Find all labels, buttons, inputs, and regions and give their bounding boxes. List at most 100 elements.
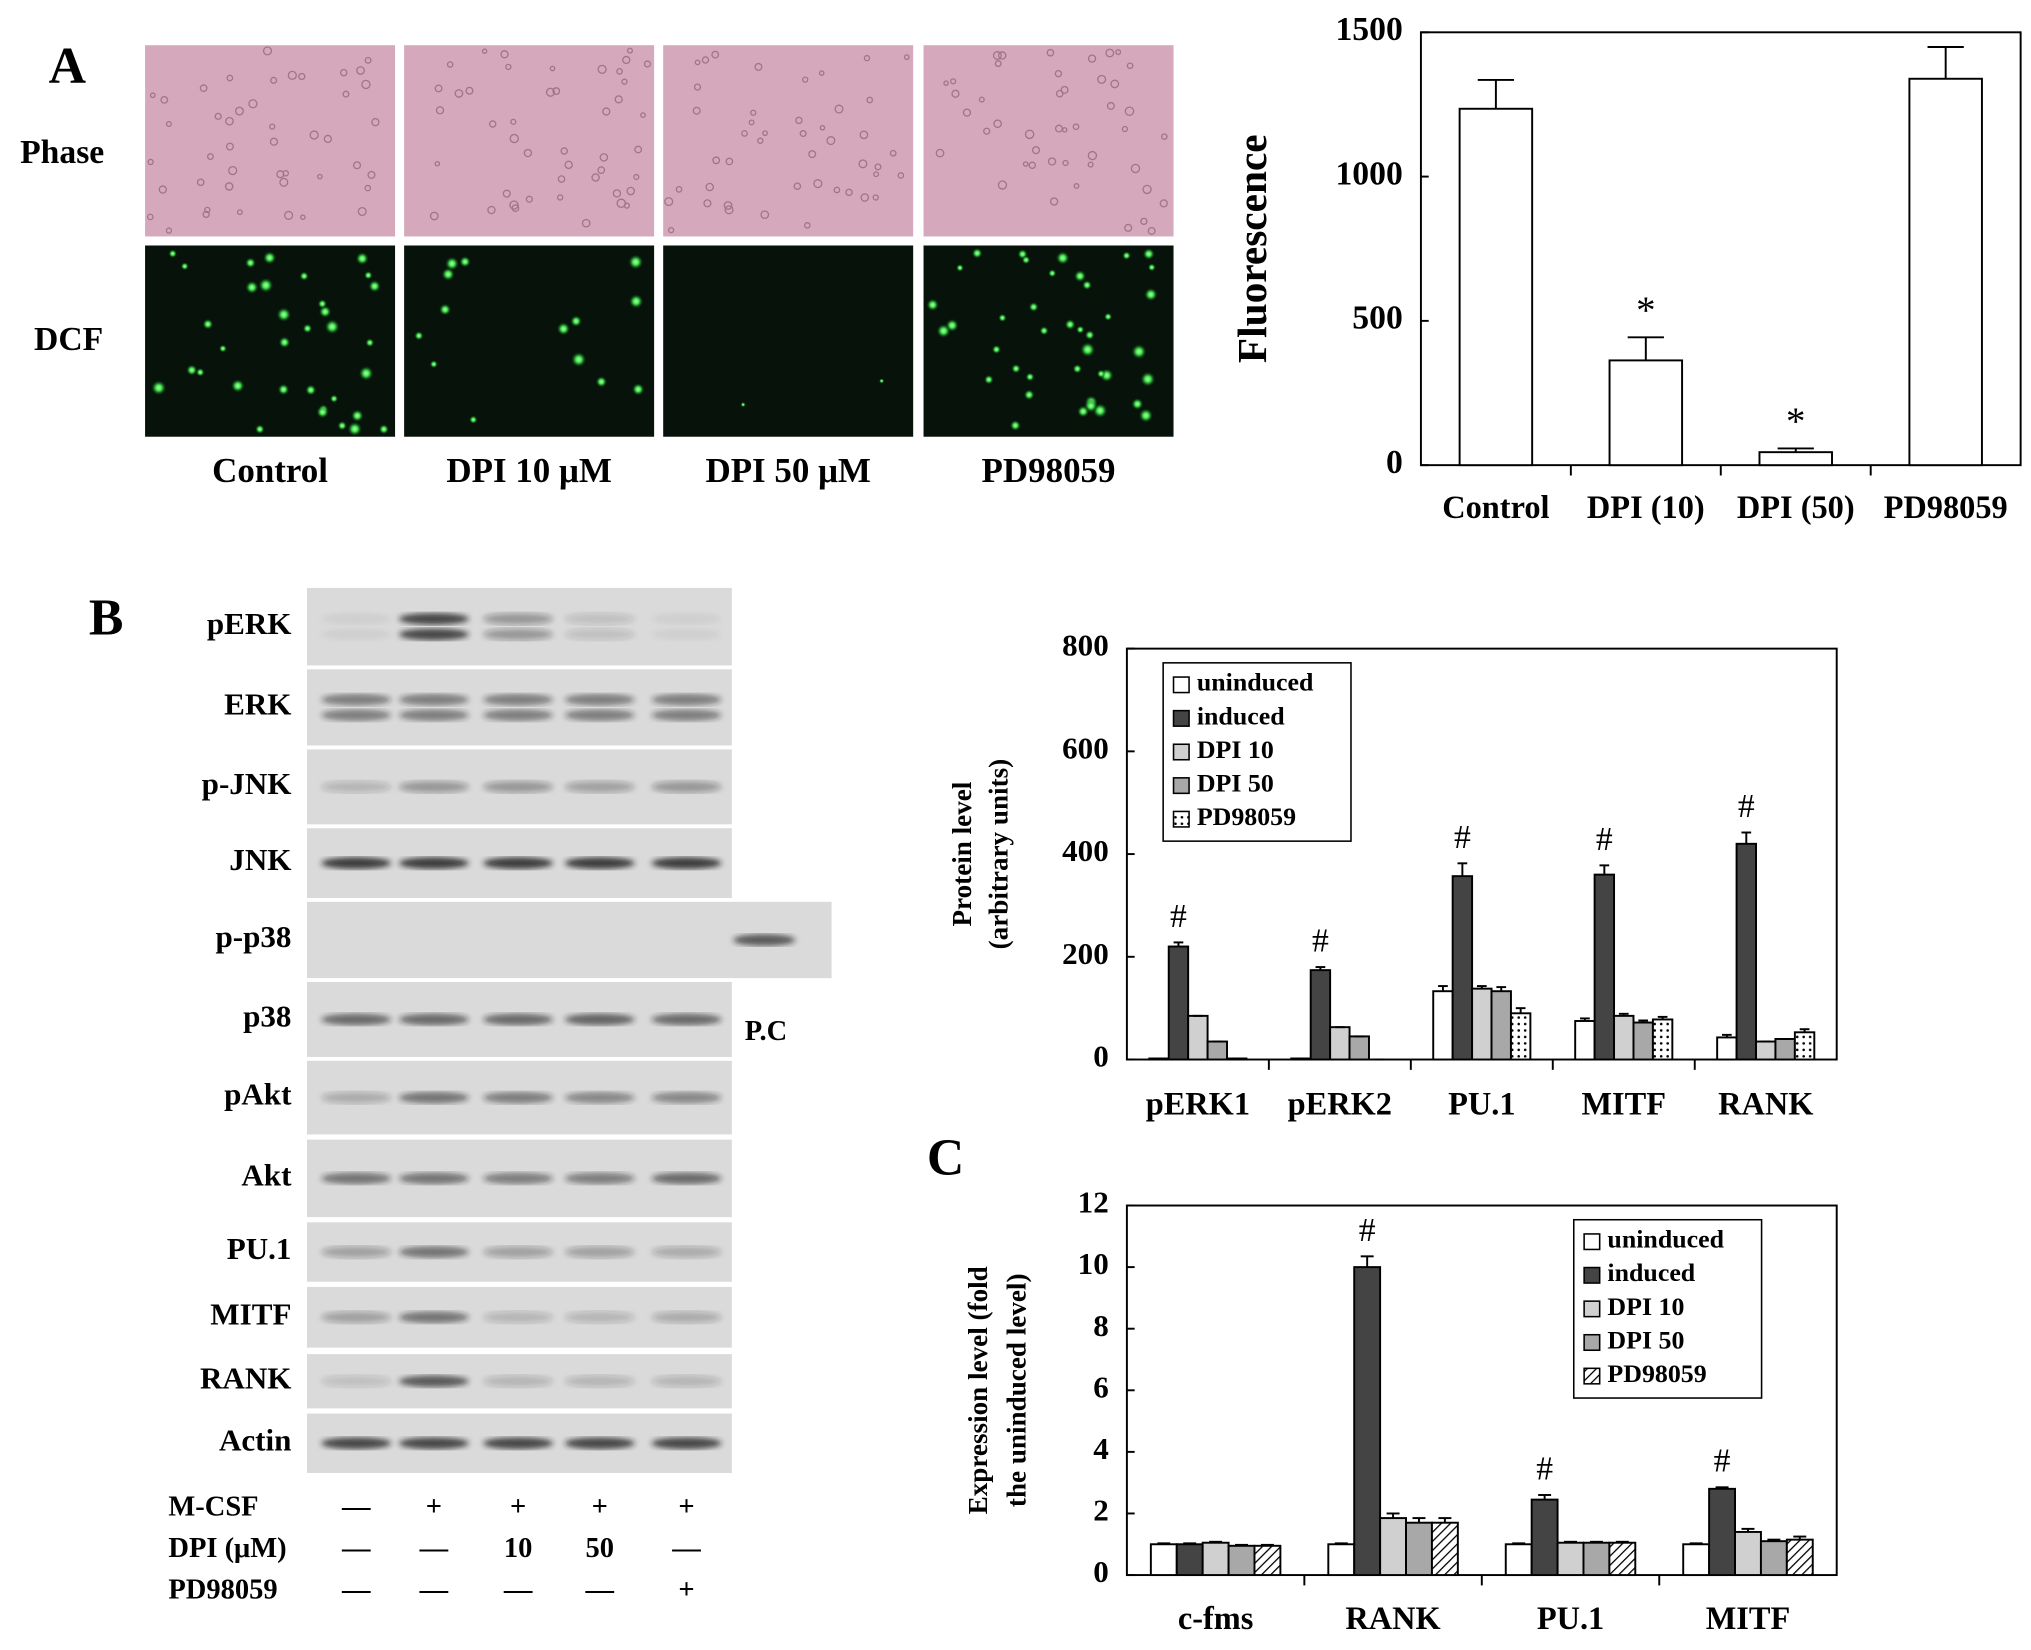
blot-band [483, 1172, 554, 1185]
fluorescent-cell [363, 270, 373, 280]
blot-band [321, 1437, 392, 1450]
fluorescent-cell [1084, 330, 1095, 340]
significance-marker: # [1596, 821, 1613, 858]
fluorescent-cell [318, 305, 332, 318]
blot-band [651, 613, 722, 625]
treatment-cell: 50 [585, 1533, 613, 1564]
legend-swatch [1172, 709, 1190, 727]
cell [353, 161, 362, 170]
cell [1159, 199, 1168, 208]
treatment-cell: — [419, 1574, 449, 1605]
legend-label: DPI 50 [1197, 769, 1274, 798]
legend-swatch [1172, 743, 1190, 761]
cell [802, 76, 809, 83]
cell [361, 79, 371, 90]
cell [357, 206, 367, 217]
fluorescent-cell [998, 313, 1007, 323]
cell [623, 202, 630, 209]
x-tick-label: PU.1 [1537, 1600, 1604, 1636]
cell [1031, 146, 1041, 155]
cell [434, 84, 443, 93]
fluorescent-cell [628, 294, 644, 309]
cell [793, 182, 802, 191]
blot-label: p-JNK [202, 766, 292, 801]
fluorescent-cell [151, 380, 167, 396]
cell [342, 90, 350, 98]
cell [748, 119, 755, 126]
legend-label: PD98059 [1607, 1359, 1706, 1388]
y-tick-label: 400 [1062, 833, 1109, 868]
blot-label: RANK [200, 1360, 291, 1395]
treatment-cell: + [510, 1492, 526, 1523]
fluorescent-cell [1104, 312, 1113, 321]
blot-band [564, 857, 635, 869]
legend-swatch [1583, 1300, 1601, 1318]
cell [599, 153, 609, 162]
cell [556, 194, 564, 201]
blot-band [321, 1246, 392, 1258]
cell [300, 214, 306, 220]
blot-band [651, 1437, 722, 1450]
significance-marker: # [1170, 898, 1187, 935]
fluorescent-cell [1096, 369, 1106, 379]
cell [724, 205, 734, 215]
cell [429, 211, 439, 221]
cell [634, 145, 643, 154]
fluorescent-cell [1131, 398, 1144, 411]
dcf-image [663, 245, 914, 437]
blot-band [321, 709, 392, 721]
x-tick-label: Control [1442, 489, 1549, 525]
bar [1716, 1036, 1738, 1061]
cell [581, 218, 591, 228]
fluorescent-cell [1122, 251, 1131, 260]
cell [664, 197, 674, 207]
fluorescent-cell [278, 336, 291, 349]
blot-band [321, 1013, 392, 1026]
blot-band [483, 613, 554, 625]
cell [935, 148, 945, 158]
blot-strip [306, 587, 732, 666]
y-tick-label: 6 [1093, 1369, 1109, 1404]
fluorescent-cell [317, 299, 328, 309]
x-tick-label: RANK [1718, 1086, 1813, 1122]
fluorescent-cell [971, 247, 983, 259]
panel-letter: A [49, 38, 86, 95]
fluorescent-cell [469, 415, 478, 424]
fluorescent-cell [570, 315, 582, 328]
blot-band [321, 1172, 392, 1185]
fluorescent-cell [441, 267, 455, 281]
cell [602, 107, 611, 116]
fluorescent-cell [936, 323, 951, 338]
fluorescent-cell [1028, 301, 1039, 312]
cell [622, 55, 631, 65]
y-tick-label: 12 [1078, 1185, 1109, 1220]
treatment-cell: — [341, 1574, 371, 1605]
fluorescent-cell [329, 394, 339, 403]
significance-marker: # [1738, 788, 1755, 825]
y-axis-label: Protein level [947, 781, 977, 926]
bar [1227, 1544, 1256, 1577]
cell [992, 51, 1002, 60]
fluorescent-cell [1039, 326, 1049, 336]
cell [705, 182, 715, 192]
cell [616, 68, 623, 75]
cell [897, 172, 905, 179]
cell [874, 163, 882, 171]
panel-letter: C [927, 1130, 964, 1187]
cell [1054, 124, 1063, 133]
cell [1124, 223, 1133, 232]
blot-band [483, 781, 554, 793]
fluorescent-cell [1142, 247, 1155, 260]
cell [1060, 85, 1069, 94]
x-tick-label: pERK1 [1146, 1086, 1250, 1122]
legend-label: induced [1197, 701, 1285, 730]
cell [1130, 163, 1141, 174]
fluorescent-cell [378, 424, 389, 435]
cell [873, 171, 880, 178]
legend-label: PD98059 [1197, 802, 1296, 831]
bar [1353, 1266, 1382, 1577]
fluorescent-cell [305, 384, 317, 396]
bar [1458, 107, 1534, 467]
cell [962, 108, 972, 117]
